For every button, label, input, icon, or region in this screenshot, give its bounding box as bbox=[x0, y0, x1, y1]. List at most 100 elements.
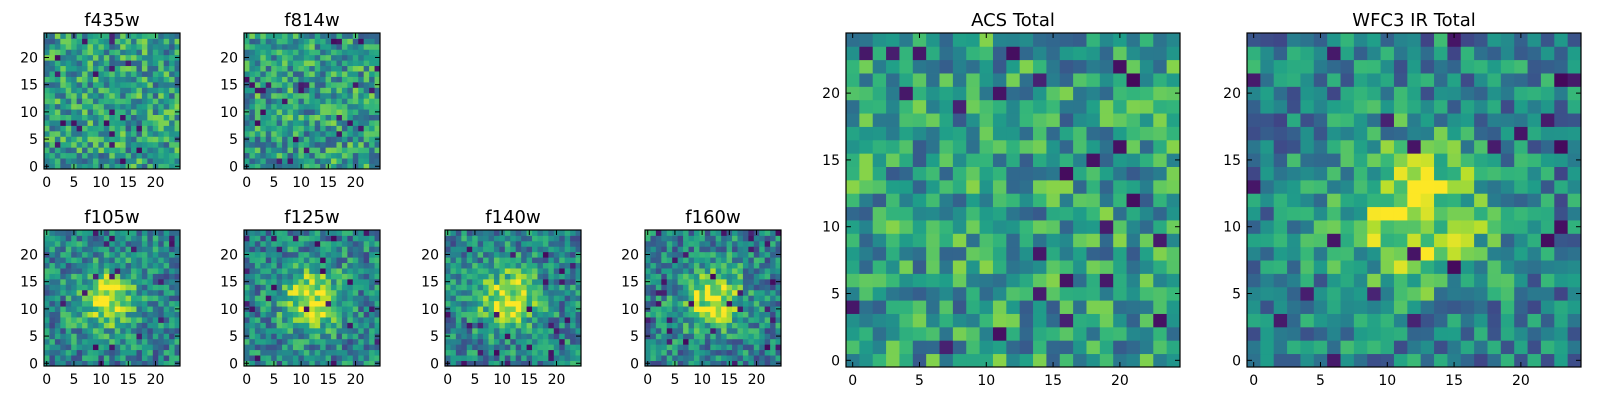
heatmap-cell bbox=[103, 311, 110, 318]
heatmap-cell bbox=[341, 33, 348, 39]
heatmap-cell bbox=[152, 246, 159, 253]
heatmap-cell bbox=[1019, 353, 1034, 368]
heatmap-cell bbox=[114, 257, 121, 264]
y-tick-label: 15 bbox=[421, 275, 439, 291]
heatmap-cell bbox=[770, 268, 776, 274]
heatmap-cell bbox=[748, 273, 755, 280]
heatmap-cell bbox=[254, 158, 261, 164]
heatmap-cell bbox=[450, 306, 457, 312]
heatmap-cell bbox=[287, 284, 294, 291]
heatmap-cell bbox=[753, 355, 760, 361]
heatmap-cell bbox=[1139, 139, 1154, 154]
heatmap-cell bbox=[109, 114, 116, 121]
heatmap-cell bbox=[314, 114, 321, 121]
heatmap-cell bbox=[1153, 273, 1168, 288]
heatmap-cell bbox=[303, 125, 310, 132]
heatmap-cell bbox=[1099, 139, 1114, 154]
heatmap-cell bbox=[244, 49, 250, 56]
heatmap-cell bbox=[131, 92, 137, 99]
heatmap-cell bbox=[49, 273, 56, 280]
heatmap-cell bbox=[1046, 179, 1061, 194]
heatmap-cell bbox=[693, 360, 700, 367]
heatmap-cell bbox=[564, 268, 571, 274]
heatmap-cell bbox=[336, 65, 343, 72]
heatmap-cell bbox=[1086, 260, 1101, 274]
heatmap-cell bbox=[1073, 86, 1087, 101]
heatmap-cell bbox=[347, 49, 354, 56]
heatmap-cell bbox=[65, 278, 72, 285]
heatmap-cell bbox=[114, 262, 121, 269]
heatmap-cell bbox=[1139, 59, 1154, 74]
heatmap-cell bbox=[320, 141, 326, 148]
heatmap-cell bbox=[1113, 153, 1127, 167]
heatmap-cell bbox=[472, 246, 479, 253]
heatmap-cell bbox=[44, 344, 50, 351]
heatmap-cell bbox=[939, 246, 954, 261]
heatmap-cell bbox=[1527, 166, 1542, 181]
heatmap-cell bbox=[1340, 193, 1355, 208]
heatmap-cell bbox=[759, 284, 766, 291]
heatmap-cell bbox=[271, 152, 278, 159]
heatmap-cell bbox=[677, 268, 684, 274]
heatmap-cell bbox=[504, 333, 511, 340]
heatmap-cell bbox=[82, 87, 88, 94]
heatmap-cell bbox=[759, 257, 766, 264]
heatmap-cell bbox=[515, 289, 522, 296]
heatmap-cell bbox=[82, 125, 88, 132]
heatmap-cell bbox=[952, 59, 967, 74]
heatmap-cell bbox=[71, 268, 78, 274]
heatmap-cell bbox=[504, 230, 511, 236]
heatmap-cell bbox=[292, 311, 299, 318]
heatmap-cell bbox=[1407, 260, 1422, 274]
heatmap-cell bbox=[131, 246, 137, 253]
heatmap-cell bbox=[683, 257, 689, 264]
heatmap-cell bbox=[764, 240, 771, 247]
heatmap-cell bbox=[260, 65, 267, 72]
heatmap-cell bbox=[1380, 286, 1395, 301]
heatmap-cell bbox=[174, 311, 181, 318]
heatmap-cell bbox=[71, 147, 78, 154]
heatmap-cell bbox=[510, 349, 517, 356]
heatmap-cell bbox=[504, 278, 511, 285]
heatmap-cell bbox=[49, 103, 56, 110]
heatmap-cell bbox=[1313, 206, 1328, 221]
heatmap-cell bbox=[92, 327, 99, 334]
heatmap-cell bbox=[303, 120, 310, 126]
heatmap-cell bbox=[575, 327, 582, 334]
x-tick-label: 10 bbox=[977, 373, 995, 389]
heatmap-cell bbox=[732, 262, 738, 269]
heatmap-cell bbox=[450, 311, 457, 318]
heatmap-cell bbox=[886, 126, 900, 141]
heatmap-cell bbox=[1033, 166, 1047, 181]
heatmap-cell bbox=[87, 125, 94, 132]
heatmap-cell bbox=[49, 152, 56, 159]
heatmap-cell bbox=[488, 278, 495, 285]
heatmap-cell bbox=[1527, 286, 1542, 301]
heatmap-cell bbox=[325, 295, 332, 302]
heatmap-cell bbox=[303, 355, 310, 361]
heatmap-cell bbox=[87, 306, 94, 312]
heatmap-cell bbox=[742, 235, 749, 242]
heatmap-cell bbox=[461, 273, 468, 280]
heatmap-cell bbox=[1019, 166, 1034, 181]
heatmap-cell bbox=[363, 125, 370, 132]
heatmap-cell bbox=[309, 251, 316, 258]
heatmap-cell bbox=[358, 130, 365, 137]
heatmap-cell bbox=[1287, 300, 1301, 314]
heatmap-cell bbox=[753, 322, 760, 329]
heatmap-cell bbox=[276, 322, 283, 329]
heatmap-cell bbox=[939, 153, 954, 167]
heatmap-cell bbox=[499, 333, 506, 340]
heatmap-cell bbox=[721, 289, 727, 296]
y-tick-label: 5 bbox=[29, 329, 38, 345]
heatmap-cell bbox=[276, 43, 283, 50]
heatmap-cell bbox=[136, 284, 143, 291]
heatmap-cell bbox=[147, 114, 154, 121]
heatmap-cell bbox=[537, 273, 544, 280]
heatmap-cell bbox=[445, 349, 451, 356]
heatmap-cell bbox=[461, 278, 468, 285]
heatmap-cell bbox=[109, 240, 116, 247]
heatmap-cell bbox=[169, 284, 175, 291]
heatmap-cell bbox=[846, 166, 860, 181]
heatmap-cell bbox=[992, 260, 1007, 274]
